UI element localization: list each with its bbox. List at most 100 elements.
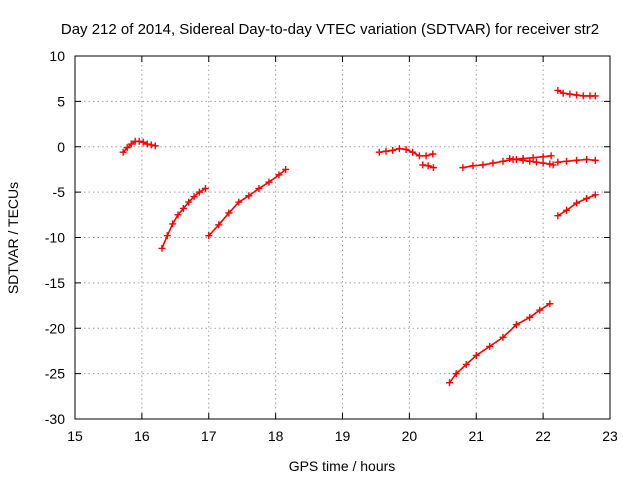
- series-6: [459, 152, 555, 172]
- data-point: [583, 194, 591, 202]
- data-point: [486, 342, 494, 350]
- data-point: [591, 156, 599, 164]
- data-point: [225, 209, 233, 217]
- data-point: [526, 157, 534, 165]
- data-point: [546, 300, 554, 308]
- data-point: [151, 142, 159, 150]
- data-point: [205, 232, 213, 240]
- x-tick-label: 18: [268, 428, 284, 444]
- data-point: [479, 161, 487, 169]
- data-point: [554, 86, 562, 94]
- x-tick-label: 23: [602, 428, 618, 444]
- data-point: [512, 321, 520, 329]
- x-axis-label: GPS time / hours: [289, 458, 396, 474]
- data-point: [389, 146, 397, 154]
- grid-lines: [75, 56, 610, 419]
- data-point: [452, 370, 460, 378]
- data-point: [147, 141, 155, 149]
- axis-ticks: [74, 55, 611, 420]
- data-point: [375, 148, 383, 156]
- data-point: [382, 147, 390, 155]
- data-point: [409, 148, 417, 156]
- series-9: [554, 86, 599, 100]
- data-point: [563, 157, 571, 165]
- data-point: [532, 158, 540, 166]
- x-tick-label: 19: [335, 428, 351, 444]
- data-point: [422, 152, 430, 160]
- y-tick-label: 10: [49, 48, 65, 64]
- chart-title: Day 212 of 2014, Sidereal Day-to-day VTE…: [61, 21, 599, 38]
- data-point: [563, 206, 571, 214]
- y-tick-label: -5: [53, 184, 66, 200]
- data-point: [395, 145, 403, 153]
- data-point: [201, 184, 209, 192]
- data-point: [282, 165, 290, 173]
- y-tick-label: -25: [45, 366, 65, 382]
- data-point: [539, 153, 547, 161]
- data-point: [499, 333, 507, 341]
- data-point: [179, 204, 187, 212]
- x-tick-label: 16: [134, 428, 150, 444]
- data-point: [512, 155, 520, 163]
- y-tick-label: -10: [45, 230, 65, 246]
- data-point: [462, 361, 470, 369]
- data-point: [591, 191, 599, 199]
- series-10: [554, 155, 599, 166]
- y-tick-labels: 10 5 0 -5 -10 -15 -20 -25 -30: [45, 48, 65, 427]
- data-point: [546, 160, 554, 168]
- data-point: [275, 171, 283, 179]
- data-point: [554, 212, 562, 220]
- data-point: [526, 313, 534, 321]
- data-point: [158, 244, 166, 252]
- data-point: [235, 198, 243, 206]
- data-point: [429, 164, 437, 172]
- data-point: [573, 156, 581, 164]
- data-point: [190, 193, 198, 201]
- y-axis-label: SDTVAR / TECUs: [5, 182, 21, 294]
- series-5: [419, 161, 437, 172]
- data-point: [536, 306, 544, 314]
- data-point: [215, 221, 223, 229]
- data-point: [139, 138, 147, 146]
- y-tick-label: -20: [45, 320, 65, 336]
- series-line: [161, 187, 206, 249]
- data-point: [429, 150, 437, 158]
- data-point: [573, 199, 581, 207]
- series-2: [158, 184, 209, 252]
- data-point: [446, 379, 453, 387]
- data-point: [489, 159, 497, 167]
- data-point: [195, 188, 203, 196]
- series-11: [554, 191, 599, 220]
- data-point: [185, 198, 193, 206]
- data-point: [143, 140, 151, 148]
- data-point: [245, 192, 253, 200]
- x-tick-label: 22: [535, 428, 551, 444]
- data-point: [539, 159, 547, 167]
- data-point: [566, 90, 574, 98]
- data-point: [573, 91, 581, 99]
- data-point: [419, 161, 427, 169]
- y-tick-label: 0: [57, 139, 65, 155]
- data-point: [583, 155, 591, 163]
- x-tick-label: 15: [67, 428, 83, 444]
- data-point: [506, 155, 514, 163]
- data-point: [459, 164, 467, 172]
- data-point: [549, 161, 557, 169]
- data-point: [547, 152, 555, 160]
- series-3: [205, 165, 290, 240]
- data-point: [415, 152, 423, 160]
- series-line: [462, 155, 552, 169]
- series-7: [506, 155, 557, 169]
- data-point: [163, 232, 171, 240]
- series-1: [119, 137, 159, 156]
- data-series: [119, 86, 599, 387]
- x-tick-labels: 15 16 17 18 19 20 21 22 23: [67, 428, 618, 444]
- data-point: [559, 89, 567, 97]
- data-point: [424, 162, 432, 170]
- y-tick-label: 5: [57, 93, 65, 109]
- data-point: [519, 156, 527, 164]
- data-point: [119, 148, 127, 156]
- series-line: [448, 303, 551, 384]
- series-8: [446, 300, 554, 387]
